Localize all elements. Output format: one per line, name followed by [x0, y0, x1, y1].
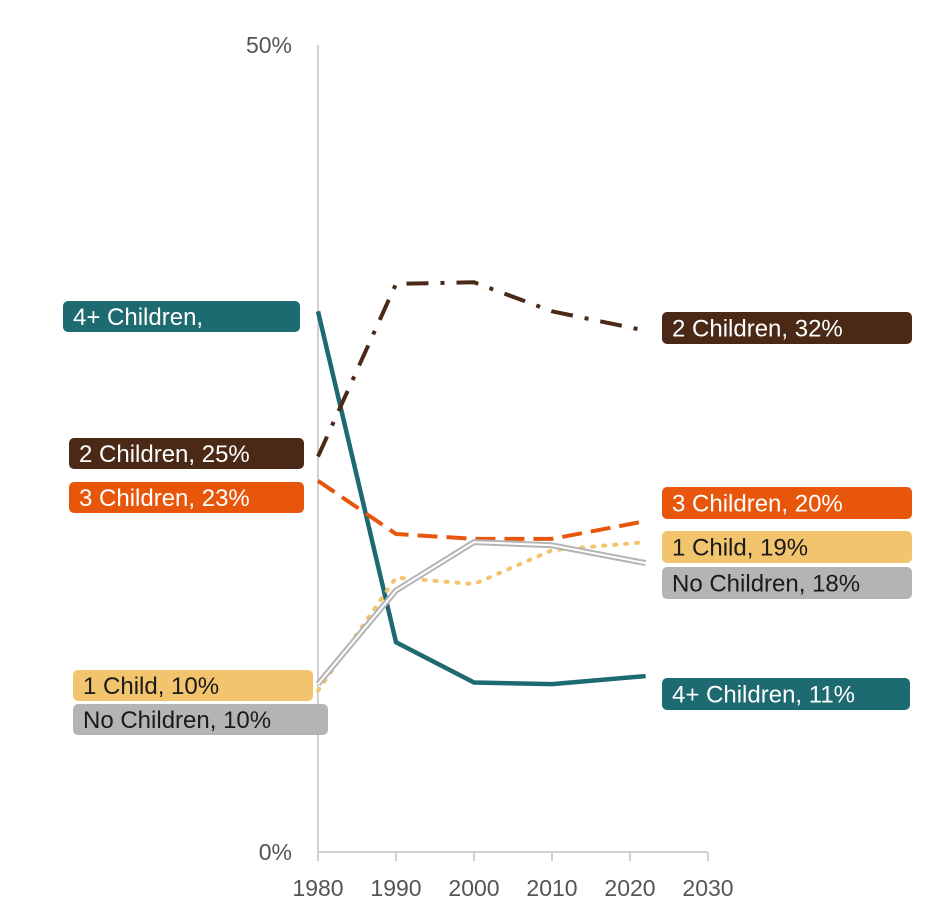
series-line-two — [316, 280, 647, 458]
x-tick-label: 1980 — [292, 875, 343, 901]
series-line-none — [315, 539, 647, 687]
series-label-box — [63, 301, 300, 332]
series-label-text: 3 Children, 20% — [672, 491, 843, 518]
series-label-start-one: 1 Child, 10% — [73, 670, 313, 701]
x-tick-label: 2020 — [604, 875, 655, 901]
series-label-start-none: No Children, 10% — [73, 704, 328, 735]
series-one — [316, 540, 648, 693]
series-label-end-none: No Children, 18% — [662, 567, 912, 599]
chart-axes: 1980 1990 2000 2010 2020 2030 0% 50% — [246, 32, 734, 901]
series-line-inner-none — [317, 541, 646, 685]
series-label-text: 1 Child, 19% — [672, 535, 808, 562]
series-label-box — [69, 482, 304, 513]
series-label-text: No Children, 10% — [83, 707, 271, 734]
series-label-box — [662, 531, 912, 563]
series-two — [316, 280, 647, 458]
series-label-start-four: 4+ Children, — [63, 301, 300, 332]
series-label-box — [662, 487, 912, 519]
series-four_plus — [315, 310, 646, 687]
x-tick-label: 2030 — [682, 875, 733, 901]
series-label-box — [73, 670, 313, 701]
series-label-text: 2 Children, 32% — [672, 316, 843, 343]
series-line-one — [316, 540, 648, 693]
y-tick-label: 0% — [259, 839, 292, 865]
series-label-end-two: 2 Children, 32% — [662, 312, 912, 344]
series-line-three — [316, 479, 646, 541]
series-label-box — [662, 567, 912, 599]
series-none — [315, 539, 647, 687]
series-label-end-four: 4+ Children, 11% — [662, 678, 910, 710]
series-label-end-three: 3 Children, 20% — [662, 487, 912, 519]
series-label-text: 2 Children, 25% — [79, 441, 250, 468]
x-tick-label: 2010 — [526, 875, 577, 901]
series-label-box — [662, 312, 912, 344]
x-tick-label: 1990 — [370, 875, 421, 901]
series-label-text: 4+ Children, — [73, 304, 203, 331]
x-tick-label: 2000 — [448, 875, 499, 901]
series-three — [316, 479, 646, 541]
series-label-box — [662, 678, 910, 710]
chart-series-labels: 4+ Children, 2 Children, 25% 3 Children, 2… — [63, 301, 912, 735]
series-label-text: 4+ Children, 11% — [672, 682, 855, 709]
chart-series-lines — [315, 280, 648, 693]
series-label-box — [73, 704, 328, 735]
series-label-text: 1 Child, 10% — [83, 673, 219, 700]
series-label-end-one: 1 Child, 19% — [662, 531, 912, 563]
series-label-text: 3 Children, 23% — [79, 485, 250, 512]
series-label-text: No Children, 18% — [672, 571, 860, 598]
series-line-four_plus — [315, 310, 646, 687]
y-tick-label: 50% — [246, 32, 292, 58]
series-label-start-two: 2 Children, 25% — [69, 438, 304, 469]
series-label-box — [69, 438, 304, 469]
series-label-start-three: 3 Children, 23% — [69, 482, 304, 513]
